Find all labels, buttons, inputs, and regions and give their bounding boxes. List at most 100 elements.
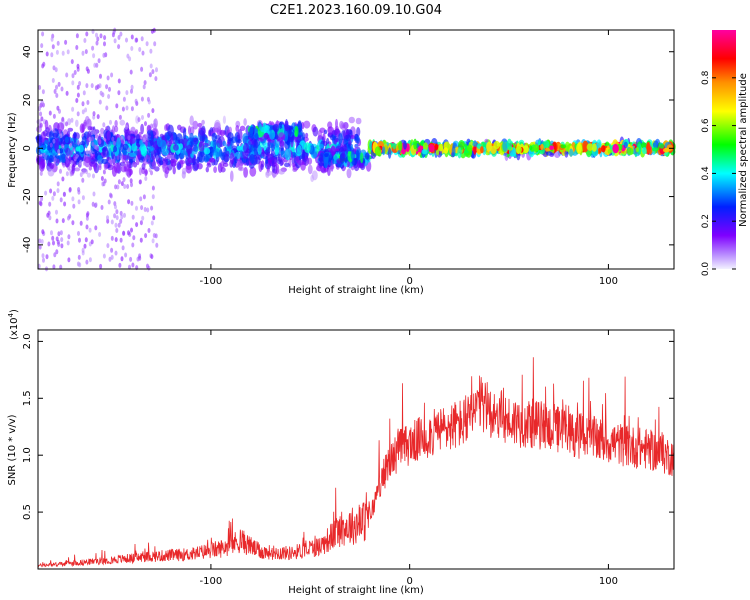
heatmap-cell	[144, 176, 148, 181]
heatmap-cell	[254, 133, 259, 140]
heatmap-cell	[65, 158, 69, 164]
heatmap-cell	[81, 50, 85, 56]
heatmap-cell	[40, 99, 44, 105]
spectrogram-frame	[37, 29, 675, 270]
x-tick-label: 100	[599, 276, 618, 287]
heatmap-cell	[111, 32, 115, 38]
heatmap-cell	[284, 130, 289, 142]
x-tick-label: -100	[200, 576, 223, 587]
heatmap-cell	[138, 255, 142, 261]
heatmap-cell	[270, 144, 275, 152]
heatmap-cell	[60, 86, 64, 92]
heatmap-cell	[355, 135, 360, 144]
heatmap-cell	[126, 184, 130, 189]
heatmap-cell	[61, 218, 65, 224]
heatmap-cell	[135, 222, 139, 228]
heatmap-cell	[549, 152, 555, 157]
heatmap-cell	[582, 140, 589, 153]
colorbar: 0.0 0.2 0.4 0.6 0.8 Normalized spectral ampl…	[701, 30, 749, 276]
heatmap-cell	[146, 96, 150, 102]
y-tick-label: 20	[22, 94, 33, 107]
chart-title: C2E1.2023.160.09.10.G04	[270, 3, 442, 18]
heatmap-cell	[139, 237, 143, 243]
heatmap-cell	[104, 163, 108, 169]
heatmap-cell	[486, 141, 492, 152]
heatmap-cell	[67, 118, 72, 126]
heatmap-cell	[126, 171, 130, 177]
heatmap-cell	[56, 40, 60, 46]
heatmap-cell	[229, 159, 234, 168]
heatmap-cell	[480, 146, 484, 154]
heatmap-cell	[197, 122, 203, 128]
heatmap-cell	[237, 139, 242, 144]
heatmap-cell	[257, 145, 262, 155]
heatmap-cell	[369, 140, 373, 150]
heatmap-cell	[117, 179, 121, 185]
heatmap-cell	[141, 215, 145, 221]
heatmap-cell	[607, 148, 612, 154]
heatmap-cell	[130, 126, 136, 135]
heatmap-cell	[125, 124, 129, 130]
heatmap-cell	[44, 190, 48, 196]
heatmap-cell	[90, 239, 94, 245]
heatmap-cell	[49, 162, 55, 170]
heatmap-cell	[146, 207, 150, 213]
heatmap-cell	[243, 118, 247, 126]
heatmap-cell	[85, 66, 89, 72]
heatmap-cell	[54, 67, 58, 73]
heatmap-cell	[189, 140, 194, 148]
heatmap-cell	[65, 147, 71, 156]
heatmap-cell	[120, 214, 124, 220]
heatmap-cell	[41, 143, 47, 151]
snr-y-multiplier: (x104)	[7, 309, 20, 340]
heatmap-cell	[128, 56, 132, 62]
heatmap-cell	[76, 111, 80, 117]
heatmap-cell	[592, 143, 597, 152]
heatmap-cell	[55, 218, 59, 224]
heatmap-cell	[71, 80, 75, 86]
heatmap-cell	[189, 132, 194, 142]
heatmap-cell	[438, 143, 443, 152]
heatmap-cell	[49, 130, 54, 142]
heatmap-cell	[72, 147, 76, 152]
heatmap-cell	[142, 137, 146, 143]
heatmap-cell	[144, 121, 147, 127]
heatmap-cell	[114, 222, 118, 228]
heatmap-cell	[598, 147, 602, 154]
heatmap-cell	[97, 154, 103, 161]
heatmap-cell	[78, 81, 82, 86]
heatmap-cell	[93, 144, 97, 150]
heatmap-cell	[651, 147, 659, 152]
heatmap-cell	[214, 127, 220, 133]
heatmap-cell	[659, 143, 665, 149]
heatmap-cell	[206, 162, 212, 168]
heatmap-cell	[150, 220, 154, 226]
snr-y-ticks: 0.5 1.0 1.5 2.0	[22, 333, 674, 520]
heatmap-cell	[522, 145, 529, 154]
heatmap-cell	[139, 220, 143, 226]
heatmap-cell	[216, 138, 223, 149]
heatmap-cell	[44, 150, 50, 156]
heatmap-cell	[71, 106, 75, 112]
heatmap-cell	[65, 121, 68, 127]
heatmap-cell	[345, 134, 352, 141]
heatmap-cell	[101, 158, 108, 165]
heatmap-cell	[45, 51, 49, 57]
heatmap-cell	[65, 171, 69, 177]
heatmap-cell	[529, 145, 533, 151]
heatmap-cell	[305, 132, 309, 138]
heatmap-cell	[47, 241, 51, 247]
heatmap-cell	[183, 128, 187, 140]
heatmap-cell	[82, 169, 85, 175]
heatmap-cell	[318, 154, 324, 163]
heatmap-cell	[110, 219, 114, 225]
heatmap-cell	[109, 192, 112, 198]
heatmap-cell	[110, 247, 114, 253]
heatmap-cell	[152, 215, 156, 221]
heatmap-cell	[318, 129, 323, 141]
heatmap-cell	[140, 205, 144, 211]
heatmap-cell	[142, 157, 148, 166]
heatmap-cell	[83, 38, 87, 43]
heatmap-cell	[243, 167, 249, 178]
heatmap-cell	[59, 154, 66, 163]
